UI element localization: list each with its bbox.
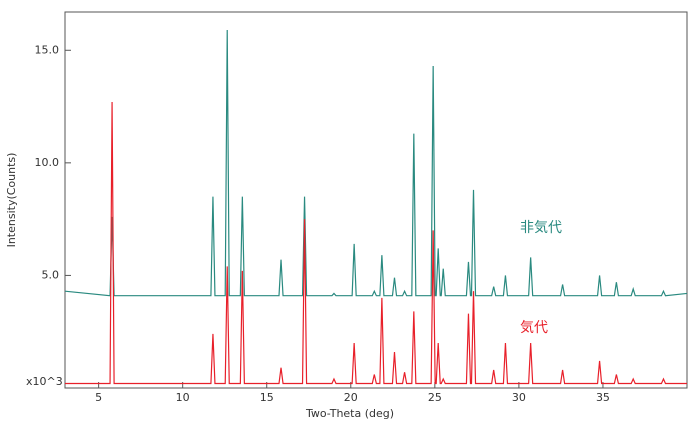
x-tick-label: 10 [176,391,190,404]
x-axis-label: Two-Theta (deg) [305,407,394,420]
x-tick-label: 30 [512,391,526,404]
y-tick-label: 5.0 [42,268,60,281]
spectrum-line [64,30,688,297]
legend-label: 非気代 [520,220,562,236]
y-axis-label: Intensity(Counts) [5,153,18,248]
y-scale-label: x10^3 [26,375,63,388]
x-tick-label: 25 [428,391,442,404]
plot-frame [64,11,688,389]
legend-label: 気代 [520,320,548,336]
x-tick-label: 20 [344,391,358,404]
y-tick-label: 15.0 [35,43,60,56]
x-tick-label: 15 [260,391,274,404]
x-tick-label: 35 [596,391,610,404]
y-tick-label: 10.0 [35,156,60,169]
x-tick-label: 5 [95,391,102,404]
spectrum-line [65,102,687,385]
